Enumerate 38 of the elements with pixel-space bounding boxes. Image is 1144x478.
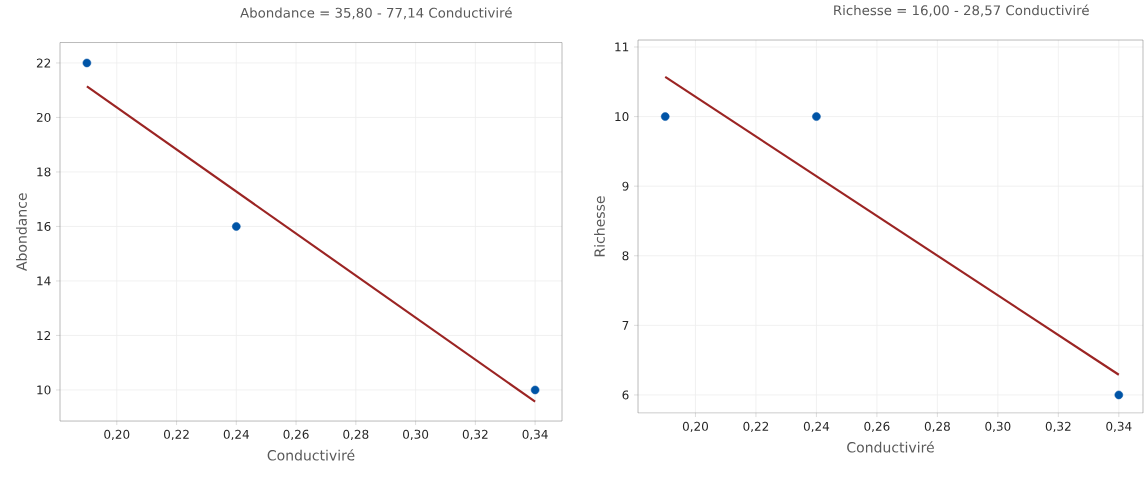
x-tick-label: 0,30 xyxy=(403,429,429,441)
x-tick-label: 0,22 xyxy=(743,421,769,433)
point xyxy=(82,58,92,68)
x-tick-label: 0,24 xyxy=(803,421,830,433)
x-axis-title: Conductiviré xyxy=(847,441,934,453)
y-tick-label: 22 xyxy=(36,58,51,68)
point xyxy=(530,385,540,395)
x-tick-label: 0,26 xyxy=(283,429,309,441)
y-axis-title: Richesse xyxy=(594,196,605,257)
y-tick-label: 9 xyxy=(622,181,629,191)
y-tick-label: 14 xyxy=(37,276,51,286)
x-tick-label: 0,24 xyxy=(223,429,249,441)
x-tick-label: 0,28 xyxy=(924,421,950,433)
y-tick-label: 10 xyxy=(615,112,629,122)
x-tick-label: 0,30 xyxy=(985,421,1011,433)
y-tick-label: 12 xyxy=(37,331,51,340)
y-axis-title: Abondance xyxy=(16,193,27,271)
y-tick-label: 6 xyxy=(622,390,629,400)
y-tick-label: 11 xyxy=(615,42,629,52)
x-tick-label: 0,20 xyxy=(104,429,130,441)
y-tick-label: 7 xyxy=(622,320,629,330)
x-tick-label: 0,22 xyxy=(163,429,189,441)
y-tick-label: 18 xyxy=(37,167,51,177)
x-tick-label: 0,20 xyxy=(682,421,709,433)
x-tick-label: 0,32 xyxy=(462,429,488,441)
y-tick-label: 10 xyxy=(37,385,51,395)
x-tick-label: 0,34 xyxy=(1106,421,1132,433)
chart-title: Richesse = 16,00 - 28,57 Conductiviré xyxy=(834,4,1089,17)
y-tick-label: 16 xyxy=(37,221,51,231)
x-tick-label: 0,34 xyxy=(522,429,548,441)
x-tick-label: 0,28 xyxy=(343,429,369,441)
y-tick-label: 8 xyxy=(622,251,629,261)
y-tick-label: 20 xyxy=(36,112,51,122)
x-tick-label: 0,32 xyxy=(1045,421,1071,433)
x-tick-label: 0,26 xyxy=(864,421,890,433)
x-axis-title: Conductiviré xyxy=(267,449,355,461)
point xyxy=(232,222,241,231)
chart-title: Abondance = 35,80 - 77,14 Conductiviré xyxy=(240,6,512,20)
